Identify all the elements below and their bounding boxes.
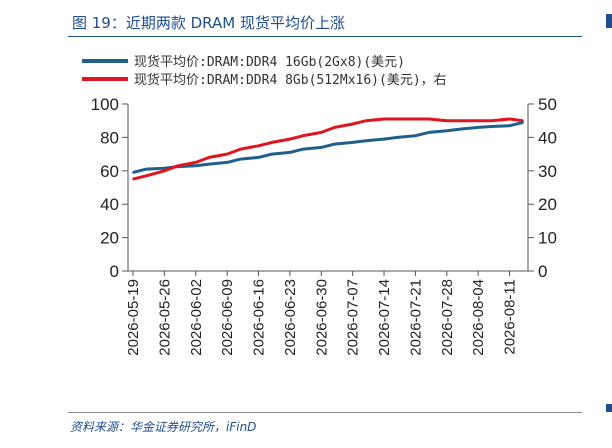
- x-tick-label-12: 2026-08-11: [502, 279, 519, 355]
- series-1-point-19: [427, 131, 430, 134]
- series-1-point-0: [132, 171, 134, 174]
- series-2-point-25: [522, 119, 524, 122]
- source-rule: [68, 412, 582, 413]
- series-2-point-14: [351, 123, 354, 125]
- series-2-point-19: [427, 118, 430, 120]
- series-1-point-5: [208, 163, 211, 166]
- x-tick-label-0: 2026-05-19: [125, 279, 142, 356]
- right-y-tick-label-0: 0: [538, 262, 547, 281]
- series-2-point-9: [271, 141, 273, 144]
- series-2-point-24: [508, 118, 511, 120]
- series-2-point-7: [239, 148, 242, 150]
- series-1-point-15: [365, 139, 368, 142]
- right-y-tick-label-4: 40: [538, 128, 557, 147]
- right-y-tick-label-3: 30: [538, 162, 557, 181]
- series-2-point-21: [459, 119, 462, 122]
- x-tick-label-3: 2026-06-09: [219, 279, 236, 356]
- legend-label-series-2: 现货平均价:DRAM:DDR4 8Gb(512Mx16)(美元)，右: [134, 72, 447, 88]
- x-tick-label-4: 2026-06-16: [251, 279, 268, 356]
- left-y-tick-label-4: 80: [100, 128, 119, 147]
- x-tick-label-10: 2026-07-28: [439, 279, 456, 356]
- x-tick-label-6: 2026-06-30: [313, 279, 330, 356]
- series-line-1: [132, 120, 524, 174]
- series-2-point-6: [226, 153, 229, 156]
- series-2-point-17: [396, 118, 399, 120]
- series-1-point-17: [396, 136, 399, 139]
- legend-label-series-1: 现货平均价:DRAM:DDR4 16Gb(2Gx8)(美元): [134, 54, 405, 70]
- series-1-point-6: [226, 161, 229, 164]
- right-y-tick-label-2: 20: [538, 195, 557, 214]
- right-edge-mark: [606, 14, 612, 28]
- right-y-tick-label-5: 50: [538, 95, 557, 114]
- series-1-point-21: [459, 128, 462, 130]
- left-y-tick-label-2: 40: [100, 195, 119, 214]
- title-rule: [68, 36, 582, 37]
- series-1-point-23: [490, 125, 493, 128]
- series-1-point-1: [145, 168, 148, 171]
- series-2-point-13: [333, 126, 336, 129]
- series-2-point-12: [320, 131, 323, 134]
- left-y-tick-label-0: 0: [110, 262, 119, 281]
- legend: 现货平均价:DRAM:DDR4 16Gb(2Gx8)(美元) 现货平均价:DRA…: [82, 54, 447, 88]
- series-2-point-1: [145, 174, 148, 177]
- series-line-2: [132, 117, 524, 181]
- left-y-tick-label-1: 20: [100, 229, 119, 248]
- series-1-point-14: [351, 141, 354, 144]
- figure-title: 图 19：近期两款 DRAM 现货平均价上涨: [72, 14, 345, 32]
- left-y-tick-label-5: 100: [91, 95, 119, 114]
- series-2-point-18: [414, 118, 417, 120]
- series-2-point-20: [445, 119, 448, 122]
- right-edge-mark-bottom: [606, 404, 612, 412]
- series-1-point-12: [320, 146, 323, 149]
- series-1-point-24: [508, 124, 511, 127]
- series-2-point-10: [288, 138, 291, 140]
- series-1-point-11: [302, 148, 305, 150]
- series-2-point-4: [194, 161, 197, 164]
- x-tick-label-11: 2026-08-04: [470, 279, 487, 356]
- right-y-tick-label-1: 10: [538, 229, 557, 248]
- series-1-point-18: [414, 134, 417, 137]
- x-tick-label-9: 2026-07-21: [407, 279, 424, 356]
- series-1-point-13: [333, 143, 336, 145]
- x-tick-label-7: 2026-07-07: [345, 279, 362, 356]
- series-2-point-0: [132, 178, 134, 181]
- series-1-point-16: [383, 138, 385, 140]
- series-2-point-3: [176, 164, 179, 167]
- series-1-point-20: [445, 129, 448, 132]
- series-2-point-11: [302, 134, 305, 137]
- x-tick-label-1: 2026-05-26: [156, 279, 173, 356]
- series-2-point-22: [477, 119, 480, 122]
- left-y-tick-label-3: 60: [100, 162, 119, 181]
- series-1-point-7: [239, 158, 242, 161]
- series-2-point-23: [490, 119, 493, 122]
- x-tick-label-5: 2026-06-23: [282, 279, 299, 356]
- series-1-point-9: [271, 153, 273, 156]
- series-2-point-5: [208, 156, 211, 159]
- source-note: 资料来源：华金证券研究所，iFinD: [70, 420, 257, 434]
- series-1-point-22: [477, 126, 480, 129]
- series-2-point-15: [365, 119, 368, 122]
- x-tick-label-8: 2026-07-14: [376, 279, 393, 356]
- series-1-point-2: [163, 167, 166, 170]
- series-1-point-4: [194, 164, 197, 167]
- series-1-point-8: [257, 156, 260, 159]
- series-2-point-2: [163, 169, 166, 172]
- series-2-point-8: [257, 144, 260, 147]
- series-1-point-10: [288, 151, 291, 154]
- x-tick-label-2: 2026-06-02: [188, 279, 205, 356]
- series-2-point-16: [383, 118, 385, 120]
